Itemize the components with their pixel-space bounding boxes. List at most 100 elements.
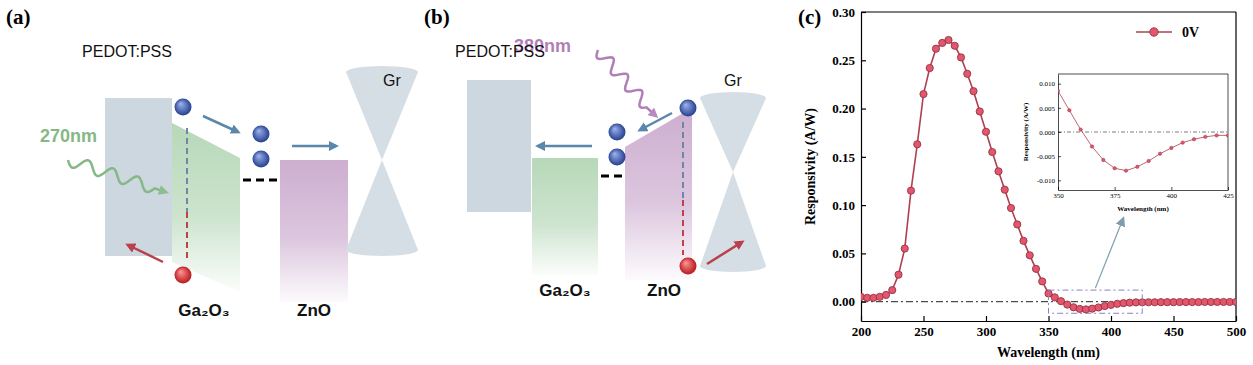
- data-point: [1026, 252, 1033, 259]
- pedot-block: [467, 80, 531, 212]
- cone-upper: [346, 72, 418, 160]
- plot-background: [861, 12, 1236, 321]
- electron-arrow: [538, 145, 592, 148]
- tick: 0.000: [1039, 129, 1061, 137]
- data-point: [901, 245, 908, 252]
- tick-mark: [861, 253, 866, 254]
- tick-label: -0.005: [1037, 153, 1056, 161]
- tick: 0.00: [832, 294, 866, 309]
- data-point: [1001, 186, 1008, 193]
- tick: -0.010: [1037, 177, 1061, 185]
- interface-level: [243, 179, 278, 182]
- x-axis: 350375400425: [1053, 187, 1234, 200]
- light-label: 270nm: [40, 126, 97, 146]
- layer-label: PEDOT:PSS: [455, 43, 545, 60]
- data-point: [957, 54, 964, 61]
- tick-label: 0.15: [832, 150, 855, 165]
- tick-mark: [1228, 187, 1229, 190]
- tick-label: 0.20: [832, 101, 855, 116]
- tick: 0.20: [832, 101, 866, 116]
- tick-label: 0.05: [832, 246, 855, 261]
- inset-chart: 350375400425-0.010-0.0050.0000.0050.010W…: [1022, 74, 1234, 213]
- data-point: [1102, 158, 1105, 161]
- data-point: [1204, 135, 1207, 138]
- layer-label: Gr: [724, 72, 742, 89]
- electron: [609, 149, 626, 166]
- y-axis: 0.000.050.100.150.200.250.30: [832, 5, 866, 322]
- tick-label: 400: [1167, 192, 1178, 200]
- data-point: [1014, 221, 1021, 228]
- data-point: [1136, 165, 1139, 168]
- data-point: [1226, 134, 1228, 137]
- tick-label: 0.10: [832, 198, 855, 213]
- tick-label: 200: [852, 324, 872, 339]
- band-diagram: 270nmPEDOT:PSSGa₂O₃ZnOGr: [40, 43, 418, 320]
- tick-label: -0.010: [1037, 177, 1056, 185]
- data-point: [1032, 265, 1039, 272]
- data-point: [1007, 204, 1014, 211]
- data-point: [976, 108, 983, 115]
- ga2o3-block: [172, 123, 240, 292]
- layer-label: Gr: [383, 72, 401, 89]
- data-point: [920, 90, 927, 97]
- tick-label: 450: [1164, 324, 1184, 339]
- layer-label: Ga₂O₃: [178, 301, 229, 320]
- figure-svg: (a)(b)(c)270nmPEDOT:PSSGa₂O₃ZnOGr380nmPE…: [0, 0, 1253, 365]
- tick: 300: [977, 316, 997, 339]
- tick-label: 0.010: [1039, 80, 1055, 88]
- data-point: [926, 64, 933, 71]
- y-axis-title: Responsivity (A/W): [1022, 102, 1030, 161]
- data-point: [945, 36, 952, 43]
- plot-area: [861, 36, 1236, 313]
- axis-line: [862, 321, 1237, 322]
- tick-mark: [1058, 180, 1061, 181]
- data-point: [1158, 152, 1161, 155]
- cone-lower: [346, 160, 418, 250]
- data-point: [1170, 146, 1173, 149]
- hole-arrow: [707, 242, 742, 264]
- zno-block: [280, 160, 348, 302]
- panel-label: (c): [798, 5, 821, 29]
- tick-label: 0.005: [1039, 105, 1055, 113]
- data-point: [914, 141, 921, 148]
- data-point: [964, 70, 971, 77]
- tick-label: 350: [1039, 324, 1059, 339]
- panel-label: (a): [6, 5, 31, 29]
- tick-label: 250: [914, 324, 934, 339]
- data-point: [1215, 134, 1218, 137]
- tick-label: 350: [1053, 192, 1064, 200]
- data-point: [1232, 298, 1236, 305]
- tick-label: 375: [1110, 192, 1121, 200]
- ga2o3-block: [532, 158, 598, 275]
- plot-area: [1058, 89, 1228, 172]
- x-axis-title: Wavelength (nm): [997, 345, 1100, 361]
- light-arrow: [68, 160, 166, 192]
- tick-mark: [861, 205, 866, 206]
- hole: [680, 258, 697, 275]
- graphene-cone: [700, 92, 766, 272]
- data-point: [895, 271, 902, 278]
- data-point: [907, 187, 914, 194]
- axis-line: [1059, 190, 1229, 191]
- panel-label: (b): [424, 5, 450, 29]
- gap-dash-lower: [682, 200, 684, 255]
- tick: 500: [1227, 316, 1247, 339]
- zoom-region: [1049, 290, 1143, 313]
- main-chart: 200 250 300 350 400 450 500 0.00 0.05 0.10 0.15 0.2…: [803, 5, 1246, 361]
- tick-mark: [1058, 156, 1061, 157]
- tick-mark: [1048, 316, 1049, 321]
- tick: 350: [1039, 316, 1059, 339]
- tick: 0.25: [832, 53, 866, 68]
- tick: 400: [1102, 316, 1122, 339]
- layer-label: ZnO: [647, 281, 681, 300]
- x-axis: 200 250 300 350 400 450 500: [852, 316, 1247, 339]
- hole-arrow: [128, 245, 163, 262]
- tick-label: 0.000: [1039, 129, 1055, 137]
- tick-mark: [1111, 316, 1112, 321]
- gap-dash-upper: [682, 122, 684, 200]
- data-point: [1039, 278, 1046, 285]
- gap-dash-upper: [186, 128, 188, 212]
- cone-top: [346, 66, 418, 78]
- legend: 0V: [1136, 25, 1199, 40]
- tick: 0.05: [832, 246, 866, 261]
